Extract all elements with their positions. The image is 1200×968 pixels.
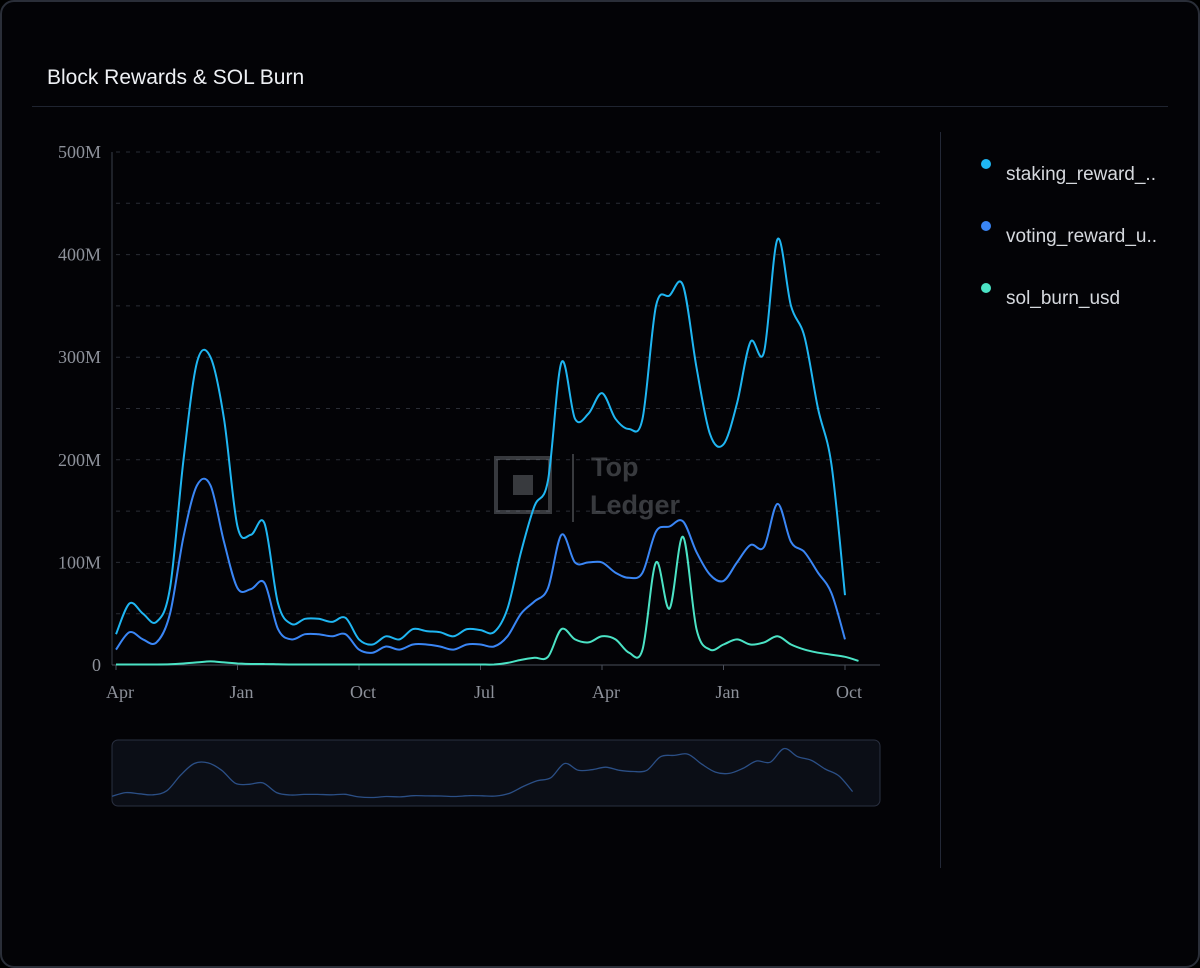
title-divider — [32, 106, 1168, 107]
y-tick-label: 300M — [58, 347, 101, 367]
legend-item-staking-reward[interactable]: staking_reward_.. — [977, 152, 1177, 214]
x-tick-label: Oct — [836, 682, 862, 702]
y-tick-label: 400M — [58, 245, 101, 265]
chart-legend: staking_reward_.. voting_reward_u.. sol_… — [977, 152, 1177, 338]
watermark-box-icon — [494, 456, 552, 514]
legend-label-sol-burn: sol_burn_usd — [1006, 288, 1121, 309]
x-tick-label: Oct — [350, 682, 376, 702]
range-navigator-line — [111, 747, 854, 799]
x-tick-label: Jan — [716, 682, 740, 702]
series-line-sol-burn[interactable] — [116, 535, 859, 666]
watermark-text: Ledger — [590, 490, 681, 520]
chart-title: Block Rewards & SOL Burn — [47, 66, 305, 89]
watermark-text: Top — [591, 452, 638, 482]
legend-item-sol-burn[interactable]: sol_burn_usd — [977, 276, 1177, 338]
y-tick-label: 200M — [58, 450, 101, 470]
legend-dot-sol-burn — [981, 283, 991, 293]
watermark-box-inner — [513, 475, 533, 495]
legend-label-staking-reward: staking_reward_.. — [1006, 164, 1156, 185]
series-line-voting-reward[interactable] — [115, 477, 846, 654]
watermark-logo: Top Ledger — [494, 452, 681, 522]
y-tick-label: 100M — [58, 552, 101, 572]
y-tick-label: 500M — [58, 142, 101, 162]
legend-item-voting-reward[interactable]: voting_reward_u.. — [977, 214, 1177, 276]
series-line-staking-reward[interactable] — [115, 237, 846, 646]
x-tick-label: Jan — [230, 682, 254, 702]
legend-label-voting-reward: voting_reward_u.. — [1006, 226, 1158, 247]
legend-dot-staking-reward — [981, 159, 991, 169]
x-tick-label: Apr — [592, 682, 620, 702]
range-navigator[interactable] — [111, 739, 881, 807]
legend-divider — [940, 132, 941, 868]
x-tick-label: Jul — [474, 682, 495, 702]
line-chart: 0 100M 200M 300M 400M 500M Apr Jan Oct Jul Apr Jan O… — [58, 142, 881, 807]
legend-dot-voting-reward — [981, 221, 991, 231]
x-tick-label: Apr — [106, 682, 134, 702]
y-tick-label: 0 — [92, 655, 101, 675]
